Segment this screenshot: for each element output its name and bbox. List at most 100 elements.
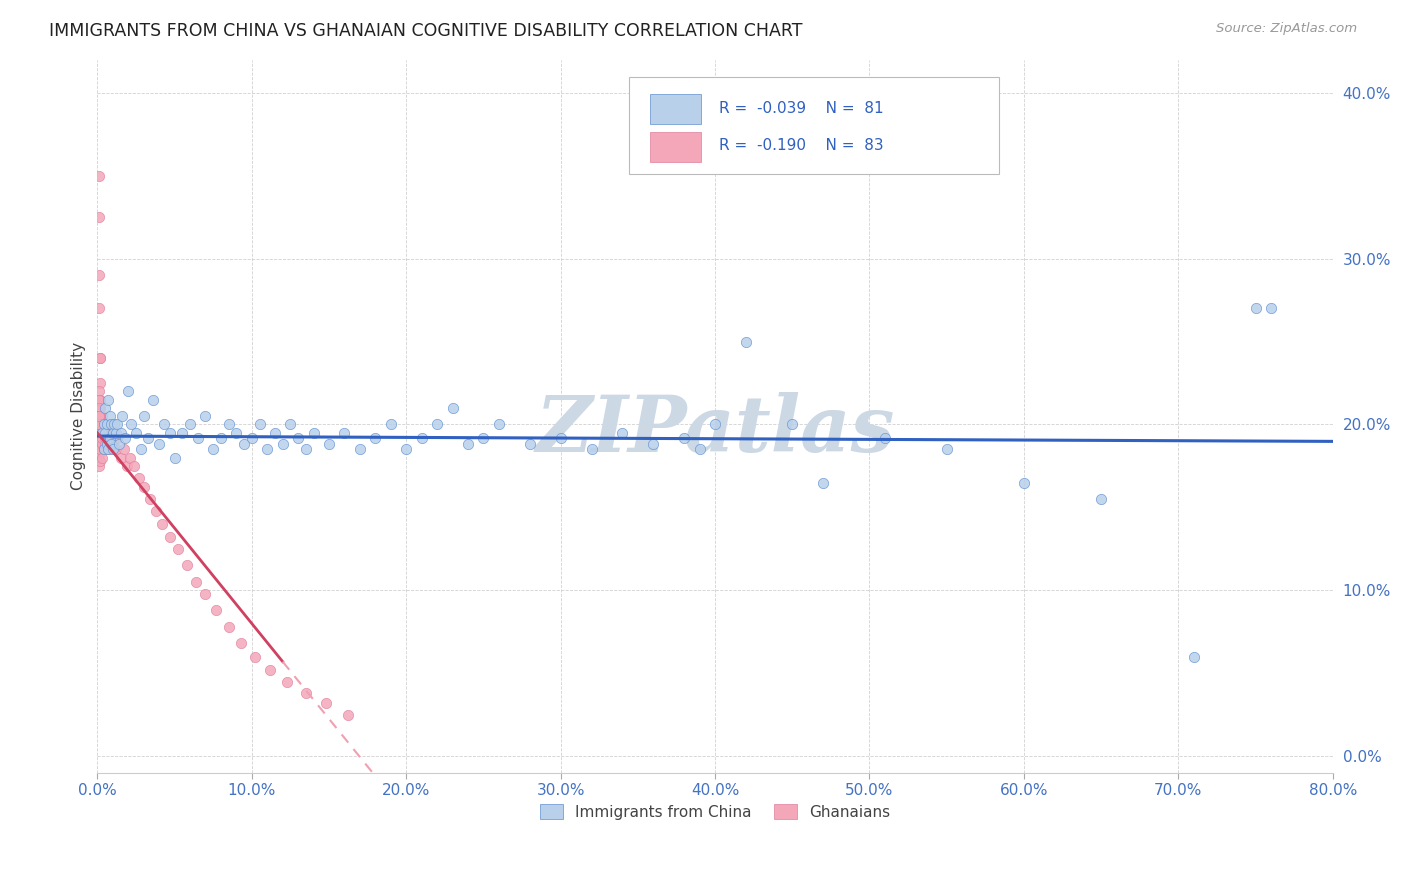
Point (128, 470, 150, 484)
FancyBboxPatch shape (628, 78, 1000, 174)
Point (107, 417, 129, 432)
Point (673, 431, 696, 445)
Point (218, 417, 240, 432)
Point (411, 431, 433, 445)
Point (87, 425, 110, 440)
Point (91, 425, 114, 440)
Point (89, 351, 111, 365)
Point (87, 437, 110, 451)
Point (318, 437, 340, 451)
Point (89, 442, 111, 457)
Point (1012, 475, 1035, 490)
Point (96, 442, 118, 457)
Point (89, 434, 111, 448)
Point (186, 574, 208, 589)
Point (194, 586, 217, 600)
Point (152, 417, 174, 432)
Point (249, 417, 271, 432)
Point (94, 425, 117, 440)
Point (1260, 301, 1282, 316)
Legend: Immigrants from China, Ghanaians: Immigrants from China, Ghanaians (533, 797, 897, 826)
Point (287, 431, 309, 445)
Point (136, 431, 159, 445)
Point (176, 558, 198, 573)
Point (811, 475, 834, 490)
Point (159, 425, 181, 440)
Point (94, 401, 117, 415)
Bar (650, 132, 702, 161)
Text: Source: ZipAtlas.com: Source: ZipAtlas.com (1216, 22, 1357, 36)
Point (302, 425, 325, 440)
Point (349, 442, 371, 457)
Text: IMMIGRANTS FROM CHINA VS GHANAIAN COGNITIVE DISABILITY CORRELATION CHART: IMMIGRANTS FROM CHINA VS GHANAIAN COGNIT… (49, 22, 803, 40)
Point (550, 431, 572, 445)
Point (98, 409, 121, 424)
Point (91, 417, 114, 432)
Point (97, 417, 120, 432)
Point (142, 392, 165, 407)
Text: ZIPatlas: ZIPatlas (536, 392, 894, 468)
Point (704, 417, 727, 432)
Point (101, 425, 124, 440)
Point (91, 437, 114, 451)
Text: R =  -0.039    N =  81: R = -0.039 N = 81 (718, 101, 883, 116)
Point (87, 384, 110, 399)
Point (89, 417, 111, 432)
Point (159, 530, 181, 544)
Point (295, 442, 318, 457)
Point (97, 392, 120, 407)
Point (110, 450, 132, 465)
Point (120, 417, 142, 432)
Point (333, 425, 356, 440)
Point (94, 431, 117, 445)
Point (280, 417, 302, 432)
Point (209, 431, 232, 445)
Point (441, 401, 464, 415)
Point (139, 492, 162, 507)
Point (229, 636, 252, 650)
Point (472, 431, 495, 445)
Point (1244, 301, 1267, 316)
Point (91, 425, 114, 440)
Point (87, 392, 110, 407)
Point (115, 458, 138, 473)
Point (87, 417, 110, 432)
Point (150, 516, 173, 531)
Text: R =  -0.190    N =  83: R = -0.190 N = 83 (718, 138, 883, 153)
Point (87, 409, 110, 424)
Point (124, 458, 146, 473)
Point (735, 334, 758, 349)
Point (93, 442, 115, 457)
Point (163, 450, 186, 465)
Y-axis label: Cognitive Disability: Cognitive Disability (72, 343, 86, 491)
Point (87, 431, 110, 445)
Point (689, 442, 711, 457)
Point (457, 437, 479, 451)
Point (98, 431, 121, 445)
Point (87, 210, 110, 224)
Point (395, 442, 418, 457)
Point (132, 409, 155, 424)
Point (101, 437, 124, 451)
Point (519, 437, 541, 451)
Point (93, 425, 115, 440)
Point (315, 696, 337, 710)
Point (1090, 492, 1112, 507)
Point (380, 417, 402, 432)
Point (91, 409, 114, 424)
Point (87, 392, 110, 407)
Point (91, 431, 114, 445)
Point (96, 417, 118, 432)
Point (93, 417, 115, 432)
Point (87, 409, 110, 424)
Point (336, 707, 359, 722)
Point (271, 437, 294, 451)
Point (240, 431, 263, 445)
Point (935, 442, 957, 457)
Point (276, 674, 298, 689)
Point (93, 417, 115, 432)
Point (118, 450, 141, 465)
Point (87, 409, 110, 424)
Point (87, 409, 110, 424)
Point (89, 454, 111, 468)
